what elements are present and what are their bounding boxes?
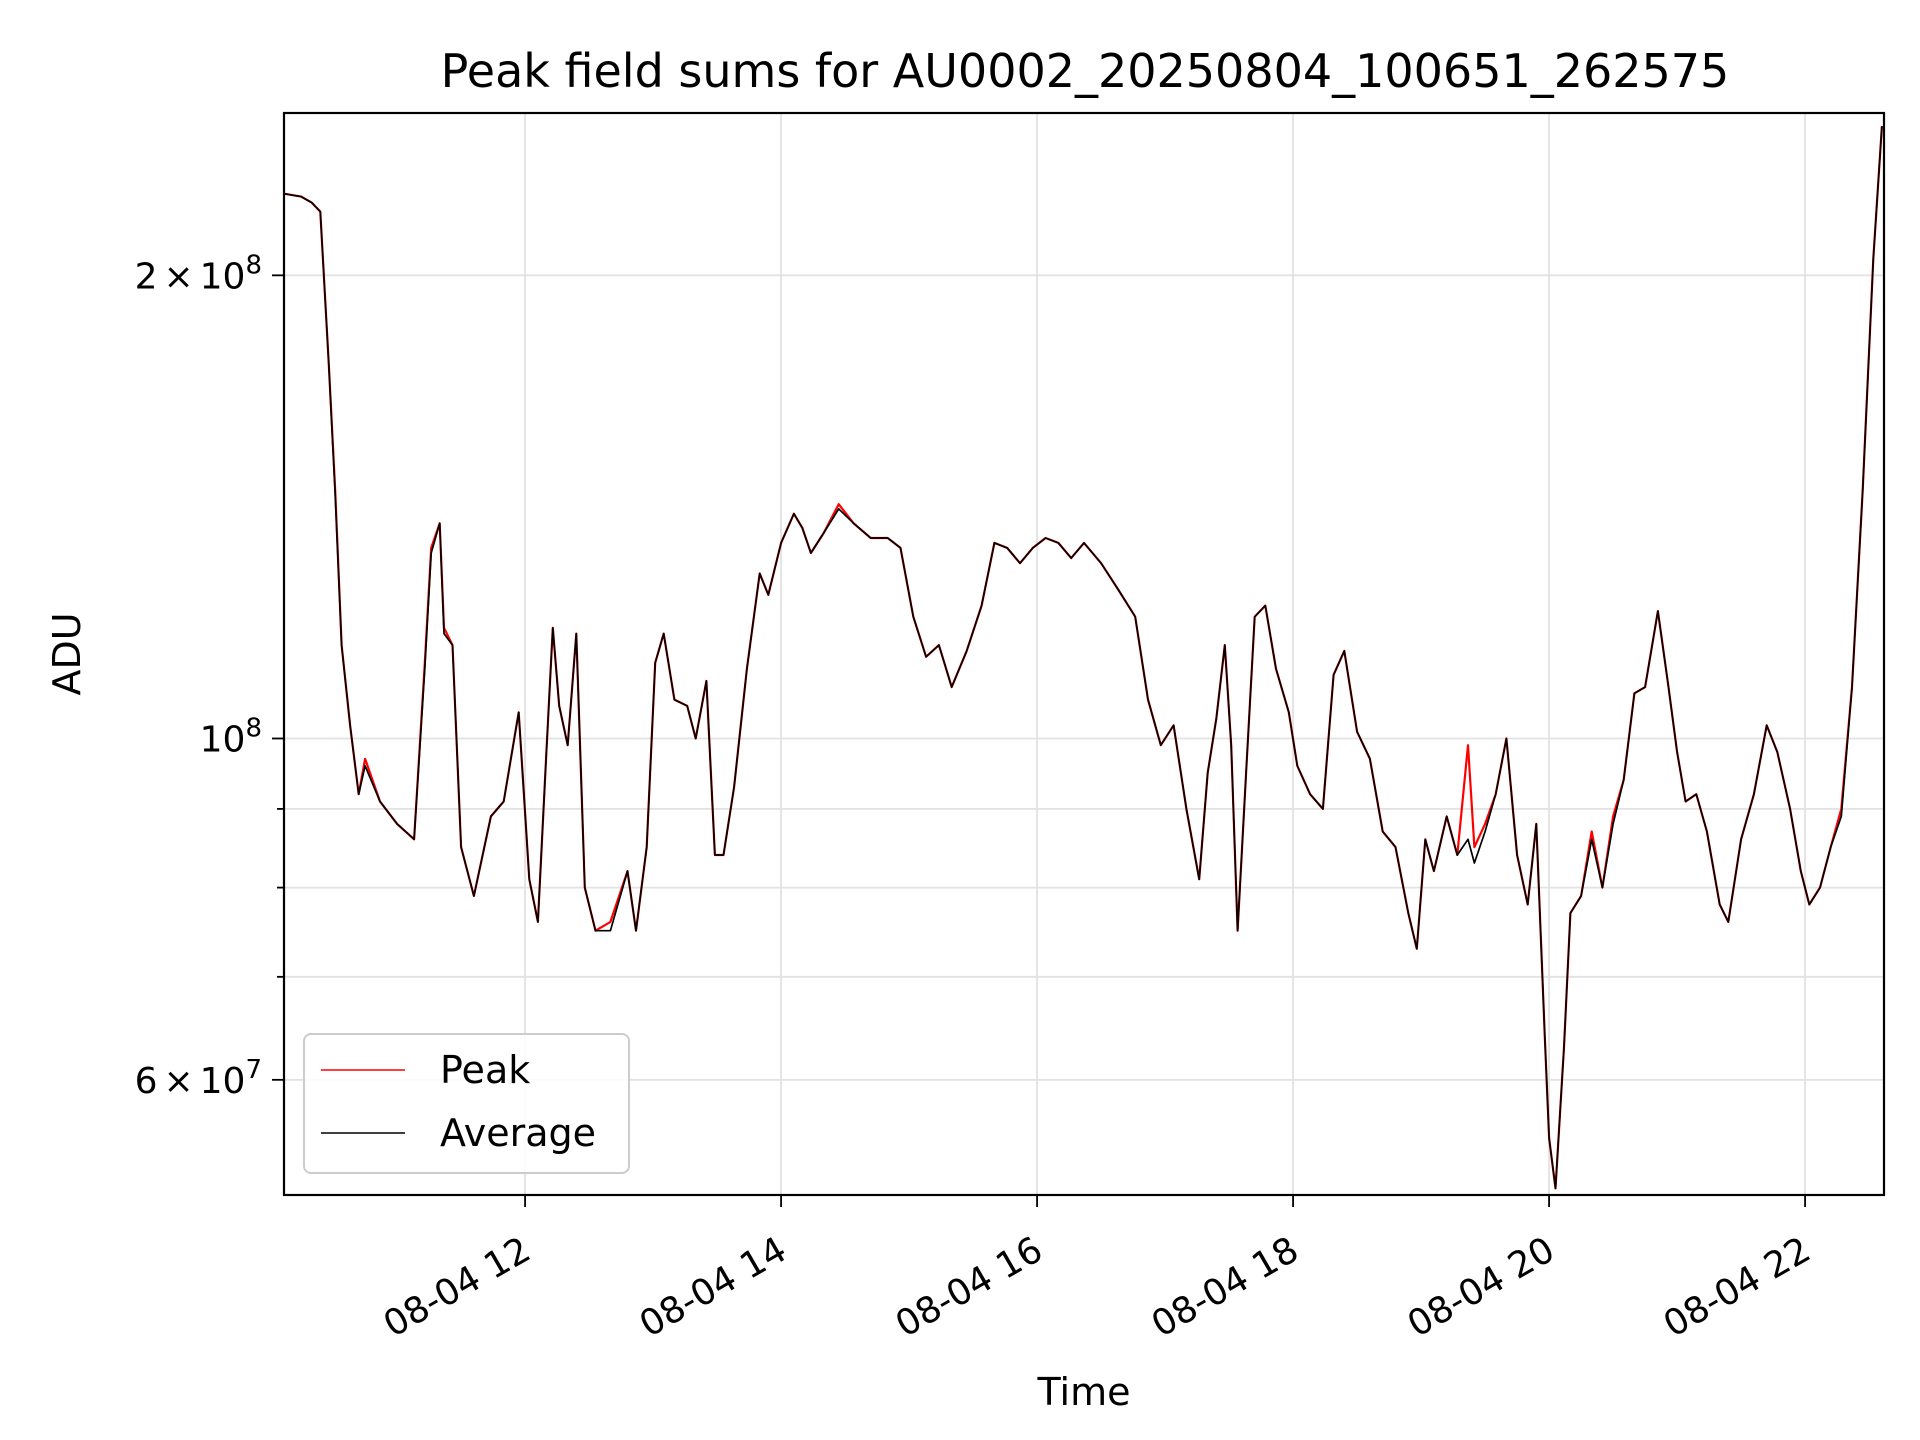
y-axis-label: ADU xyxy=(45,612,89,695)
y-tick-exponent: 8 xyxy=(245,713,262,743)
y-tick-mantissa: 2 xyxy=(135,256,158,297)
legend-box xyxy=(303,1033,630,1174)
y-tick-label: 6 × 107 xyxy=(135,1055,262,1102)
gridlines xyxy=(284,113,1884,1195)
y-tick-exponent: 7 xyxy=(245,1055,262,1085)
y-tick-base: 10 xyxy=(200,256,246,297)
y-tick-base: 10 xyxy=(200,1061,246,1102)
legend: Peak Average xyxy=(303,1033,630,1174)
y-tick-label: 2 × 108 xyxy=(135,250,262,297)
y-tick-times: × xyxy=(163,1061,193,1102)
series-lines xyxy=(283,126,1883,1190)
y-tick-base: 10 xyxy=(200,719,246,760)
plot-frame xyxy=(282,111,1886,1197)
y-tick-exponent: 8 xyxy=(245,250,262,280)
chart-title: Peak field sums for AU0002_20250804_1006… xyxy=(441,44,1730,98)
legend-label-peak: Peak xyxy=(440,1048,530,1092)
y-tick-label: 108 xyxy=(200,713,262,760)
legend-label-average: Average xyxy=(440,1111,596,1155)
x-axis-label: Time xyxy=(1037,1370,1131,1414)
series-line-average xyxy=(283,126,1883,1190)
y-tick-times: × xyxy=(163,256,193,297)
y-tick-mantissa: 6 xyxy=(135,1061,158,1102)
